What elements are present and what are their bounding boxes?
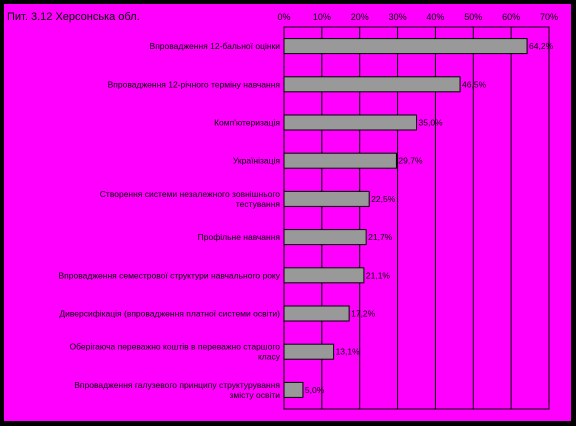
category-label: тестування	[236, 199, 281, 209]
bar	[283, 76, 461, 93]
bar	[283, 152, 397, 169]
category-label: Створення системи незалежного зовнішньог…	[100, 189, 280, 199]
x-tick-label: 60%	[502, 12, 520, 22]
bar	[283, 381, 304, 398]
bar	[283, 190, 370, 207]
category-label: Профільне навчання	[198, 232, 281, 242]
category-label: Українізація	[233, 156, 281, 166]
bar	[283, 343, 335, 360]
data-label: 29,7%	[398, 156, 423, 166]
chart-frame: Пит. 3.12 Херсонська обл. 0% 10% 20% 30% 40%…	[3, 3, 572, 422]
data-label: 17,2%	[351, 309, 376, 319]
data-label: 46,5%	[462, 79, 487, 89]
bar	[283, 305, 350, 322]
x-tick-label: 40%	[426, 12, 444, 22]
data-label: 35,0%	[419, 118, 444, 128]
chart-title: Пит. 3.12 Херсонська обл.	[7, 11, 140, 23]
data-label: 22,5%	[371, 194, 396, 204]
category-label: Впровадження 12-річного терміну навчання	[108, 79, 281, 89]
category-label: Диверсифікація (впровадження платної сис…	[59, 309, 280, 319]
category-label: Комп'ютеризація	[214, 118, 280, 128]
category-label: Впровадження галузевого принципу структу…	[74, 380, 280, 390]
category-label: Оберігаюча переважно коштів в переважно …	[70, 342, 281, 352]
bar	[283, 267, 365, 284]
data-label: 21,1%	[366, 270, 391, 280]
data-label: 64,2%	[529, 41, 554, 51]
data-label: 5,0%	[305, 385, 325, 395]
bar-chart: Пит. 3.12 Херсонська обл. 0% 10% 20% 30% 40%…	[7, 11, 558, 410]
category-label: класу	[258, 352, 281, 362]
x-tick-label: 20%	[351, 12, 369, 22]
x-tick-label: 0%	[277, 12, 290, 22]
category-label: змісту освіти	[229, 390, 280, 400]
bar	[283, 114, 417, 131]
bar	[283, 38, 528, 55]
bar	[283, 229, 367, 246]
x-tick-label: 50%	[464, 12, 482, 22]
data-label: 21,7%	[368, 232, 393, 242]
x-tick-label: 70%	[540, 12, 558, 22]
data-label: 13,1%	[336, 347, 361, 357]
category-label: Впровадження семестрової структури навча…	[59, 270, 281, 280]
x-tick-label: 30%	[389, 12, 407, 22]
category-label: Впровадження 12-бальної оцінки	[150, 41, 281, 51]
x-tick-label: 10%	[313, 12, 331, 22]
